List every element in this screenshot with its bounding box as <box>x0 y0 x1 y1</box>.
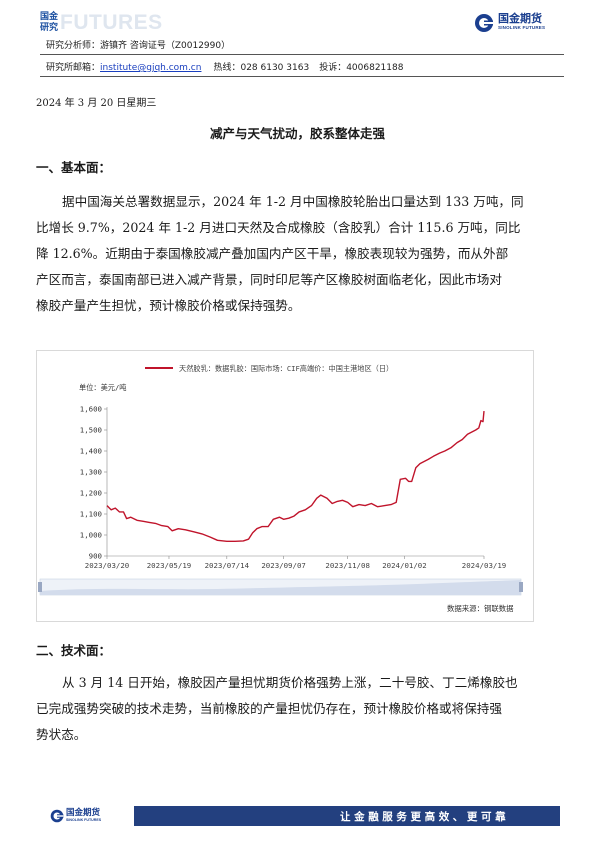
y-tick-label: 1,400 <box>80 447 102 456</box>
data-source: 数据来源：钢联数据 <box>447 604 514 613</box>
hotline: 热线：028 6130 3163 <box>213 63 310 73</box>
analyst-info: 研究分析师：游镇齐 咨询证号（Z0012990） <box>46 41 231 51</box>
range-navigator[interactable] <box>38 578 523 596</box>
x-tick-label: 2024/03/19 <box>462 561 507 570</box>
right-logo-en: SINOLINK FUTURES <box>498 25 546 30</box>
email-link[interactable]: institute@gjqh.com.cn <box>100 63 202 73</box>
series-line <box>106 411 485 543</box>
x-tick-label: 2024/01/02 <box>382 561 427 570</box>
paragraph-line: 产区而言，泰国南部已进入减产背景，同时印尼等产区橡胶树面临老化，因此市场对 <box>36 272 502 287</box>
contact-label: 研究所邮箱： <box>46 63 101 73</box>
contact-info: 研究所邮箱：institute@gjqh.com.cn 热线：028 6130 3… <box>46 60 403 73</box>
footer-logo-cn: 国金期货 <box>66 808 101 818</box>
header-right-logo: 国金期货 SINOLINK FUTURES <box>474 12 564 34</box>
paragraph-line: 比增长 9.7%，2024 年 1-2 月进口天然及合成橡胶（含胶乳）合计 11… <box>36 220 521 235</box>
left-logo-en: FUTURES <box>60 11 163 34</box>
left-logo-cn: 国金研究 <box>40 12 59 33</box>
paragraph-line: 据中国海关总署数据显示，2024 年 1-2 月中国橡胶轮胎出口量达到 133 … <box>62 194 524 209</box>
x-tick-label: 2023/03/20 <box>85 561 130 570</box>
footer-logo-icon <box>50 809 64 823</box>
y-tick-label: 1,200 <box>80 489 102 498</box>
header-left-logo: 国金研究 FUTURES <box>40 10 163 36</box>
y-unit-label: 单位：美元/吨 <box>79 383 126 392</box>
paragraph-line: 势状态。 <box>36 727 87 742</box>
x-axis: 2023/03/20 2023/05/19 2023/07/14 2023/09/07… <box>85 555 507 570</box>
y-tick-label: 1,600 <box>80 405 102 414</box>
paragraph-line: 从 3 月 14 日开始，橡胶因产量担忧期货价格强势上涨，二十号胶、丁二烯橡胶也 <box>62 675 518 690</box>
y-tick-label: 1,100 <box>80 510 102 519</box>
footer-bar <box>36 806 560 826</box>
section-heading-fundamentals: 一、基本面： <box>36 160 112 175</box>
y-tick-label: 1,000 <box>80 531 102 540</box>
y-tick-label: 900 <box>89 552 102 561</box>
legend-label: 天然胶乳：数据乳胶：国际市场：CIF高端价：中国主港地区（日） <box>179 364 393 373</box>
report-date: 2024 年 3 月 20 日星期三 <box>36 98 157 109</box>
x-tick-label: 2023/09/07 <box>261 561 306 570</box>
footer-slogan: 让金融服务更高效、更可靠 <box>340 811 510 823</box>
navigator-preview <box>40 580 521 595</box>
complaint-line: 投诉：4006821188 <box>319 63 404 73</box>
x-tick-label: 2023/05/19 <box>147 561 192 570</box>
x-tick-label: 2023/11/08 <box>325 561 370 570</box>
sinolink-logo-icon <box>475 14 493 32</box>
y-tick-label: 1,300 <box>80 468 102 477</box>
navigator-handle-left[interactable] <box>38 582 42 592</box>
series-line-group <box>106 411 485 543</box>
chart-canvas: 天然胶乳：数据乳胶：国际市场：CIF高端价：中国主港地区（日） 单位：美元/吨 … <box>38 364 523 613</box>
fundamentals-paragraph: 据中国海关总署数据显示，2024 年 1-2 月中国橡胶轮胎出口量达到 133 … <box>36 189 566 319</box>
paragraph-line: 橡胶产量产生担忧，预计橡胶价格或保持强势。 <box>36 298 301 313</box>
technicals-paragraph: 从 3 月 14 日开始，橡胶因产量担忧期货价格强势上涨，二十号胶、丁二烯橡胶也… <box>36 670 566 748</box>
y-tick-label: 1,500 <box>80 426 102 435</box>
x-tick-label: 2023/07/14 <box>205 561 250 570</box>
paragraph-line: 已完成强势突破的技术走势，当前橡胶的产量担忧仍存在，预计橡胶价格或将保持强 <box>36 701 502 716</box>
y-axis: 900 1,000 1,100 1,200 1,300 1,400 1,500 1,600 <box>80 405 108 561</box>
section-heading-technicals: 二、技术面： <box>36 643 112 658</box>
navigator-handle-right[interactable] <box>519 582 523 592</box>
report-title: 减产与天气扰动，胶系整体走强 <box>209 126 385 141</box>
right-logo-cn: 国金期货 <box>498 12 542 25</box>
header-divider-2 <box>40 76 564 77</box>
price-chart: 天然胶乳：数据乳胶：国际市场：CIF高端价：中国主港地区（日） 单位：美元/吨 … <box>36 350 534 622</box>
paragraph-line: 降 12.6%。近期由于泰国橡胶减产叠加国内产区干旱，橡胶表现较为强势，而从外部 <box>36 246 509 261</box>
footer-logo-en: SINOLINK FUTURES <box>66 818 102 822</box>
header-divider-1 <box>40 54 564 55</box>
footer-logo: 国金期货 SINOLINK FUTURES <box>36 806 134 826</box>
